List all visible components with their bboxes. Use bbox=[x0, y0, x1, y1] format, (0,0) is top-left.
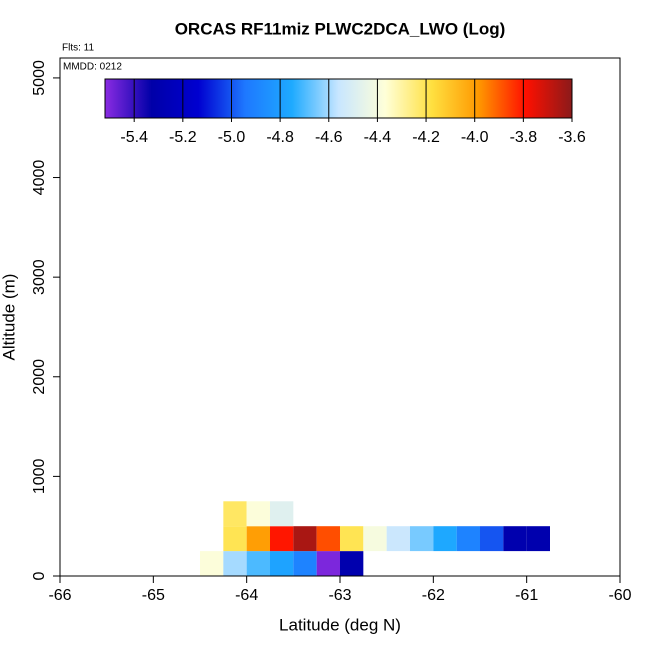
heat-cell bbox=[270, 526, 294, 552]
heat-cell bbox=[246, 551, 270, 576]
heat-cell bbox=[316, 526, 340, 552]
y-tick-label: 1000 bbox=[31, 458, 48, 494]
y-tick-label: 5000 bbox=[31, 60, 48, 96]
heat-cell bbox=[340, 526, 364, 552]
y-tick-label: 0 bbox=[31, 571, 48, 580]
colorbar-tick-label: -4.0 bbox=[461, 129, 489, 146]
x-tick-label: -65 bbox=[142, 587, 165, 604]
heat-cell bbox=[316, 551, 340, 576]
heat-cell bbox=[456, 526, 480, 552]
heat-cell bbox=[386, 526, 410, 552]
colorbar-tick-label: -5.2 bbox=[169, 129, 197, 146]
heat-cell bbox=[223, 501, 247, 527]
colorbar bbox=[104, 78, 573, 119]
heat-cell bbox=[503, 526, 527, 552]
colorbar-tick-label: -3.8 bbox=[510, 129, 538, 146]
x-tick-label: -62 bbox=[422, 587, 445, 604]
colorbar-tick-label: -4.4 bbox=[364, 129, 392, 146]
heat-cell bbox=[293, 526, 317, 552]
heat-cell bbox=[223, 526, 247, 552]
annotation: Flts: 11 bbox=[62, 43, 94, 54]
heat-cell bbox=[270, 501, 294, 527]
y-tick-label: 4000 bbox=[31, 160, 48, 196]
heat-cell bbox=[526, 526, 550, 552]
x-tick-label: -61 bbox=[515, 587, 538, 604]
heat-cell bbox=[223, 551, 247, 576]
y-tick-label: 2000 bbox=[31, 359, 48, 395]
colorbar-tick-label: -4.2 bbox=[412, 129, 440, 146]
heat-cell bbox=[363, 526, 387, 552]
x-tick-label: -60 bbox=[608, 587, 631, 604]
heat-cell bbox=[200, 551, 224, 576]
heat-cell bbox=[433, 526, 457, 552]
heat-cell bbox=[246, 501, 270, 527]
colorbar-tick-label: -5.4 bbox=[120, 129, 148, 146]
chart-title: ORCAS RF11miz PLWC2DCA_LWO (Log) bbox=[175, 19, 506, 38]
heat-cell bbox=[410, 526, 434, 552]
colorbar-tick-label: -3.6 bbox=[558, 129, 586, 146]
x-tick-label: -64 bbox=[235, 587, 258, 604]
heat-cell bbox=[293, 551, 317, 576]
colorbar-tick-label: -4.8 bbox=[266, 129, 294, 146]
x-axis-label: Latitude (deg N) bbox=[279, 615, 401, 634]
colorbar-tick-label: -4.6 bbox=[315, 129, 343, 146]
heat-cell bbox=[480, 526, 504, 552]
heat-cell bbox=[246, 526, 270, 552]
x-tick-label: -66 bbox=[48, 587, 71, 604]
y-axis-label: Altitude (m) bbox=[0, 274, 18, 361]
heat-cell bbox=[270, 551, 294, 576]
x-tick-label: -63 bbox=[328, 587, 351, 604]
annotation: MMDD: 0212 bbox=[63, 62, 122, 73]
colorbar-tick-label: -5.0 bbox=[218, 129, 246, 146]
y-tick-label: 3000 bbox=[31, 259, 48, 295]
heat-cell bbox=[340, 551, 364, 576]
